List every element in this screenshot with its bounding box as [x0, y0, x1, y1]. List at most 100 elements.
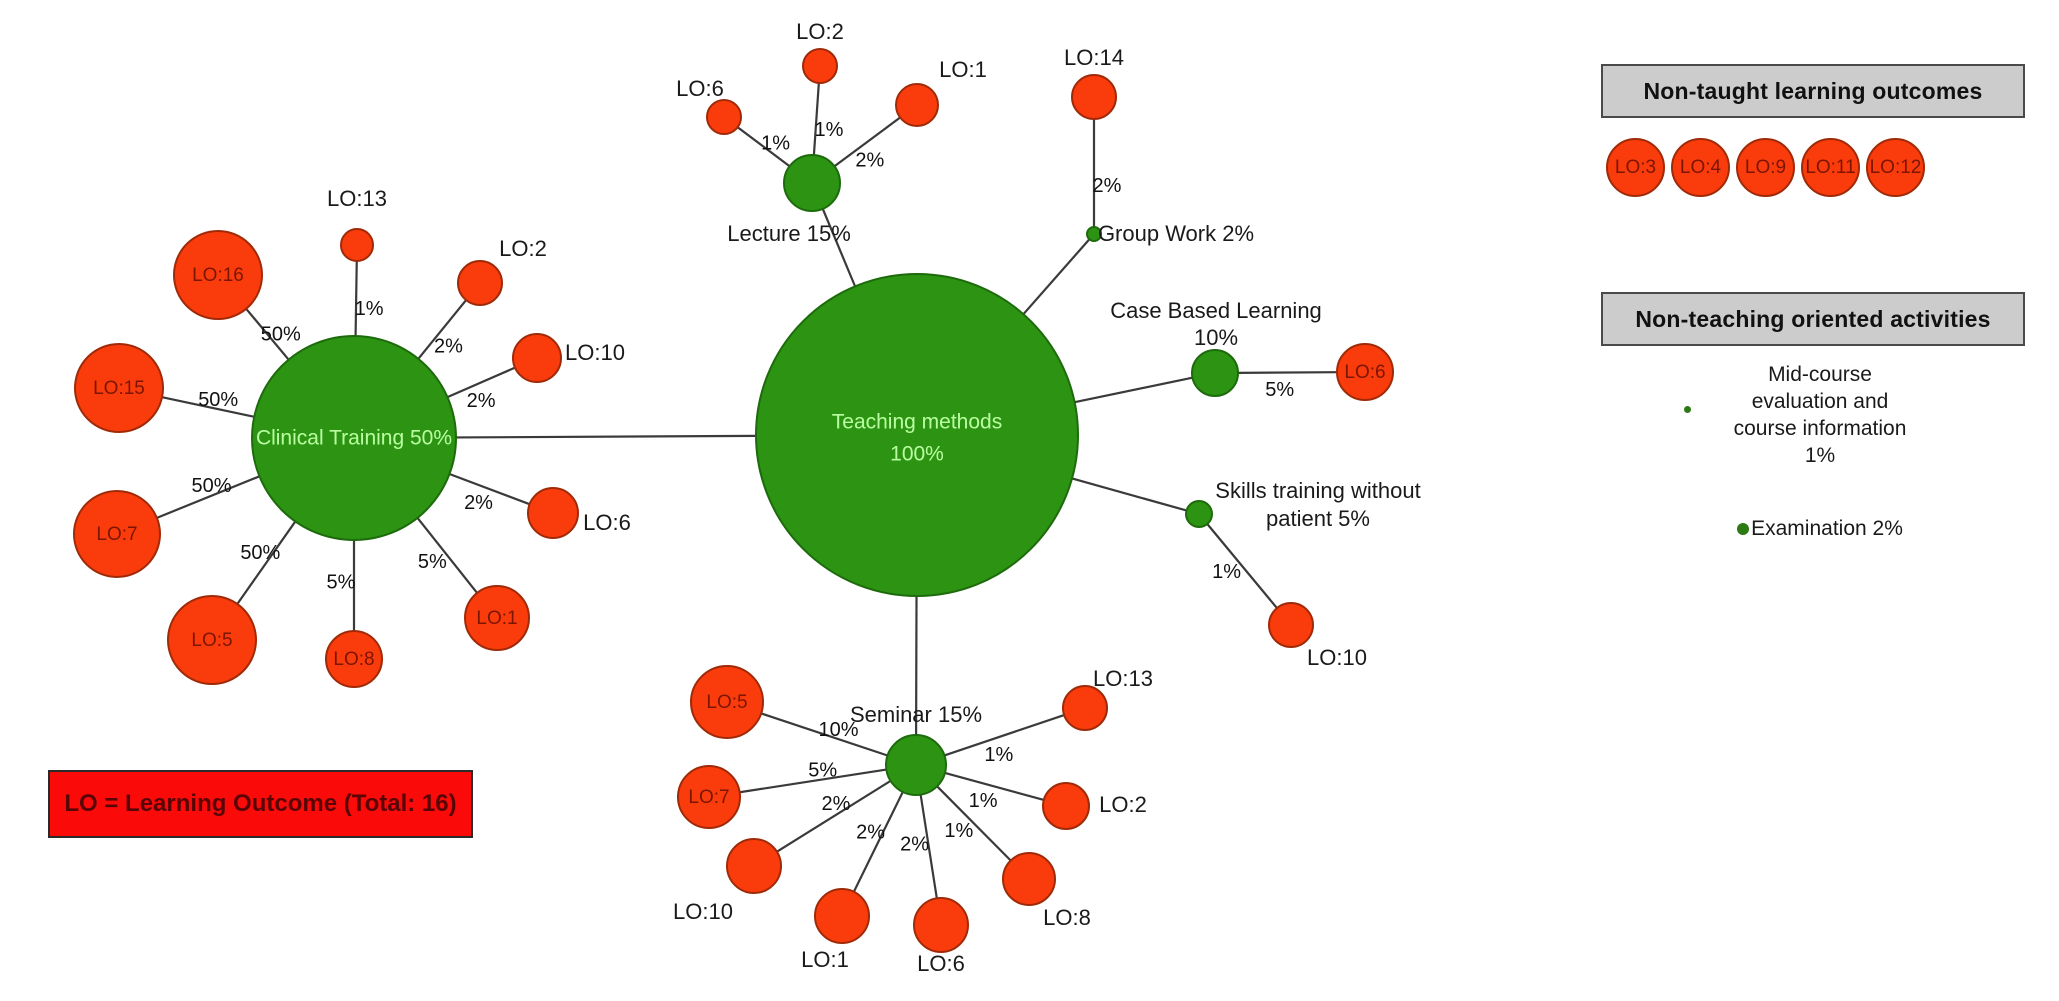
legend-non-teaching-header: Non-teaching oriented activities [1601, 292, 2025, 346]
method-label-group-work: Group Work 2% [1098, 221, 1254, 246]
edge-root-lecture [821, 208, 857, 287]
lo-node-clinical-training-LO10-4[interactable] [512, 333, 562, 383]
legend-lo-chip[interactable]: LO:11 [1801, 138, 1860, 197]
green-dot-medium-icon [1737, 523, 1750, 536]
method-node-lecture[interactable] [783, 154, 841, 212]
lo-label-clinical-training-0: LO:16 [192, 265, 244, 286]
green-dot-small-icon [1684, 406, 1691, 413]
lo-node-seminar-LO2-3[interactable] [1042, 782, 1090, 830]
lo-node-clinical-training-LO13-1[interactable] [340, 228, 374, 262]
lo-node-seminar-LO7-2[interactable] [677, 765, 741, 829]
lo-node-clinical-training-LO1-7[interactable] [464, 585, 530, 651]
lo-node-clinical-training-LO2-2[interactable] [457, 260, 503, 306]
lo-node-lecture-LO2-1[interactable] [802, 48, 838, 84]
edge-root-skills-training [1071, 477, 1187, 512]
lo-label-seminar-3: LO:2 [1099, 792, 1147, 817]
lo-node-seminar-LO10-4[interactable] [726, 838, 782, 894]
legend-examination-label: Examination 2% [1751, 517, 1903, 540]
legend-non-taught-title: Non-taught learning outcomes [1643, 77, 1983, 104]
method-label-case-based-learning-line2: 10% [1194, 325, 1238, 350]
legend-examination: Examination 2% [1660, 516, 1980, 543]
edge-weight-seminar-6: 2% [856, 821, 885, 843]
edge-skills-training-LO10-0 [1206, 523, 1278, 609]
lo-node-clinical-training-LO6-5[interactable] [527, 487, 579, 539]
edge-clinical-training-LO16-0 [245, 308, 290, 361]
method-node-skills-training[interactable] [1185, 500, 1213, 528]
root-node-teaching-methods[interactable] [755, 273, 1079, 597]
edge-weight-clinical-training-4: 2% [467, 390, 496, 412]
edge-seminar-LO7-2 [739, 768, 887, 794]
edge-weight-seminar-1: 1% [984, 744, 1013, 766]
lo-key-text: LO = Learning Outcome (Total: 16) [64, 790, 457, 817]
legend-lo-chip[interactable]: LO:3 [1606, 138, 1665, 197]
method-label-lecture: Lecture 15% [727, 221, 851, 246]
edge-clinical-training-LO6-5 [449, 472, 530, 506]
method-node-case-based-learning[interactable] [1191, 349, 1239, 397]
edge-weight-clinical-training-5: 2% [464, 492, 493, 514]
lo-label-clinical-training-1: LO:13 [327, 186, 387, 211]
lo-key-box: LO = Learning Outcome (Total: 16) [48, 770, 473, 838]
edge-seminar-LO8-5 [936, 785, 1012, 862]
edge-case-based-learning-LO6-0 [1237, 371, 1338, 374]
method-label-clinical-training: Clinical Training 50% [256, 427, 452, 450]
edge-seminar-LO5-0 [760, 712, 888, 757]
edge-weight-seminar-0: 10% [819, 719, 859, 741]
lo-label-lecture-2: LO:1 [939, 57, 987, 82]
edge-root-group-work [1022, 238, 1091, 315]
edge-weight-lecture-0: 1% [761, 133, 790, 155]
method-node-group-work[interactable] [1086, 226, 1102, 242]
legend-lo-chip[interactable]: LO:4 [1671, 138, 1730, 197]
lo-node-clinical-training-LO5-8[interactable] [167, 595, 257, 685]
lo-node-seminar-LO13-1[interactable] [1062, 685, 1108, 731]
edge-clinical-training-LO15-3 [161, 396, 255, 418]
edge-root-case-based-learning [1074, 376, 1193, 404]
lo-node-seminar-LO8-5[interactable] [1002, 852, 1056, 906]
legend-midcourse-line3: course information [1733, 416, 1907, 440]
lo-node-lecture-LO1-2[interactable] [895, 83, 939, 127]
legend-midcourse-line4: 1% [1804, 443, 1836, 467]
lo-label-clinical-training-6: LO:7 [96, 524, 137, 545]
edge-weight-lecture-2: 2% [855, 150, 884, 172]
lo-node-lecture-LO6-0[interactable] [706, 99, 742, 135]
edge-seminar-LO10-4 [776, 779, 892, 853]
legend-lo-chip[interactable]: LO:12 [1866, 138, 1925, 197]
edge-seminar-LO1-6 [852, 791, 904, 893]
lo-label-lecture-0: LO:6 [676, 76, 724, 101]
lo-node-seminar-LO1-6[interactable] [814, 888, 870, 944]
lo-label-seminar-2: LO:7 [688, 787, 729, 808]
lo-node-skills-training-LO10-0[interactable] [1268, 602, 1314, 648]
lo-node-seminar-LO5-0[interactable] [690, 665, 764, 739]
edge-weight-seminar-3: 1% [969, 790, 998, 812]
edge-weight-seminar-5: 1% [944, 820, 973, 842]
lo-node-clinical-training-LO16-0[interactable] [173, 230, 263, 320]
edge-weight-skills-training-0: 1% [1212, 561, 1241, 583]
method-node-clinical-training[interactable] [251, 335, 457, 541]
edge-weight-clinical-training-7: 5% [418, 551, 447, 573]
edge-clinical-training-LO1-7 [416, 517, 478, 594]
lo-node-group-work-LO14-0[interactable] [1071, 74, 1117, 120]
lo-label-seminar-0: LO:5 [706, 692, 747, 713]
lo-label-seminar-6: LO:1 [801, 947, 849, 972]
method-label-seminar: Seminar 15% [850, 702, 982, 727]
lo-node-case-based-learning-LO6-0[interactable] [1336, 343, 1394, 401]
edge-seminar-LO13-1 [944, 713, 1065, 757]
edge-seminar-LO2-3 [944, 771, 1045, 801]
edge-weight-clinical-training-2: 2% [434, 336, 463, 358]
legend-lo-chip[interactable]: LO:9 [1736, 138, 1795, 197]
lo-node-clinical-training-LO15-3[interactable] [74, 343, 164, 433]
lo-label-clinical-training-5: LO:6 [583, 510, 631, 535]
lo-node-clinical-training-LO8-9[interactable] [325, 630, 383, 688]
method-node-seminar[interactable] [885, 734, 947, 796]
edge-weight-clinical-training-9: 5% [327, 572, 356, 594]
root-label-percent: 100% [890, 443, 944, 466]
legend-midcourse-line1: Mid-course [1768, 363, 1872, 386]
edge-clinical-training-LO13-1 [354, 260, 358, 337]
lo-label-case-based-learning-0: LO:6 [1344, 362, 1385, 383]
lo-node-clinical-training-LO7-6[interactable] [73, 490, 161, 578]
edge-lecture-LO6-0 [736, 126, 791, 168]
lo-node-seminar-LO6-7[interactable] [913, 897, 969, 953]
lo-label-clinical-training-2: LO:2 [499, 236, 547, 261]
lo-label-clinical-training-4: LO:10 [565, 340, 625, 365]
root-label-name: Teaching methods [832, 411, 1002, 434]
